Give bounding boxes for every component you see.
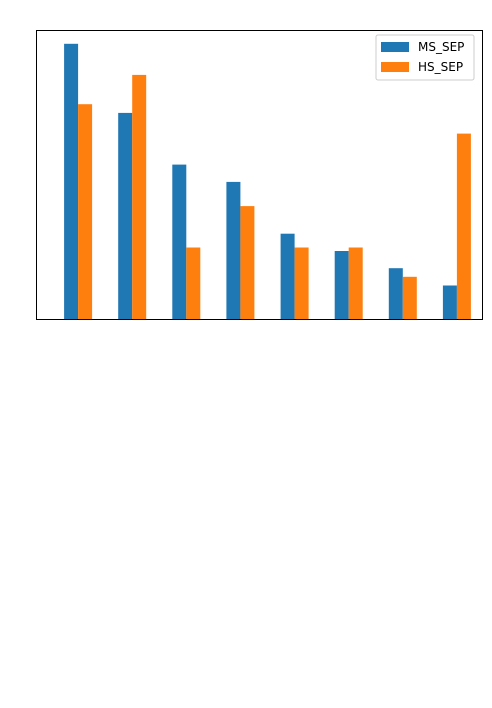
legend: MS_SEP HS_SEP <box>375 34 475 81</box>
bar-ms-sep-1 <box>64 43 79 321</box>
bar-ms-sep-5 <box>280 233 295 320</box>
bar-hs-sep-3 <box>186 247 201 320</box>
bar-hs-sep-4 <box>240 206 255 320</box>
legend-label-hs-sep: HS_SEP <box>418 60 463 74</box>
legend-swatch-hs-sep <box>381 62 409 72</box>
bar-ms-sep-7 <box>388 268 403 320</box>
bar-ms-sep-3 <box>172 164 187 320</box>
bars-group <box>64 43 471 321</box>
bar-ms-sep-6 <box>334 251 349 320</box>
plot-frame <box>36 30 483 320</box>
legend-swatch-ms-sep <box>381 42 409 52</box>
bar-hs-sep-8 <box>456 133 471 320</box>
bar-hs-sep-2 <box>132 74 147 321</box>
bar-ms-sep-4 <box>226 181 241 320</box>
bar-ms-sep-2 <box>118 112 133 321</box>
bar-ms-sep-8 <box>442 285 457 320</box>
legend-label-ms-sep: MS_SEP <box>418 40 464 54</box>
bar-hs-sep-5 <box>294 247 309 320</box>
bar-hs-sep-7 <box>402 276 417 320</box>
bar-hs-sep-1 <box>78 104 93 320</box>
bar-hs-sep-6 <box>348 247 363 320</box>
